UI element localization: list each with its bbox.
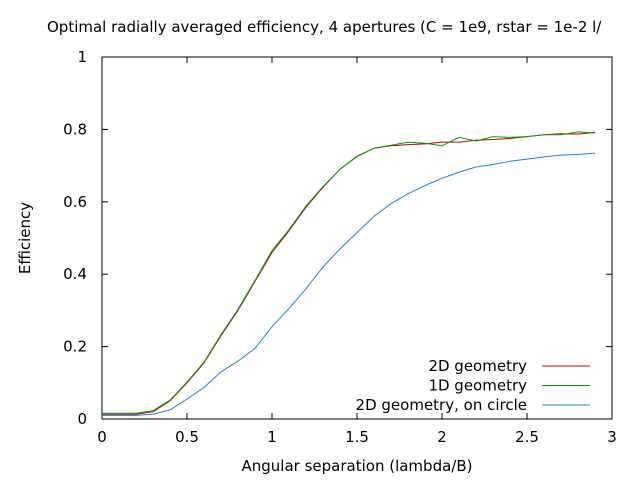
x-tick-label: 2.5: [515, 428, 539, 446]
x-tick-label: 0.5: [175, 428, 199, 446]
y-tick-label: 0.6: [63, 193, 87, 211]
x-axis-label: Angular separation (lambda/B): [242, 457, 473, 475]
legend-label: 2D geometry, on circle: [356, 396, 527, 414]
chart-title: Optimal radially averaged efficiency, 4 …: [47, 18, 602, 36]
y-tick-label: 0.8: [63, 120, 87, 138]
series-line-3: [102, 152, 596, 416]
legend-label: 2D geometry: [428, 357, 527, 375]
y-tick-label: 0.2: [63, 338, 87, 356]
y-tick-label: 0: [77, 410, 87, 428]
x-tick-label: 3: [607, 428, 617, 446]
y-tick-label: 0.4: [63, 265, 87, 283]
y-tick-label: 1: [77, 48, 87, 66]
y-axis-label: Efficiency: [16, 202, 34, 274]
series-line-2: [102, 131, 596, 414]
plot-frame: [101, 56, 613, 420]
legend-label: 1D geometry: [428, 377, 527, 395]
x-tick-label: 2: [437, 428, 447, 446]
x-tick-label: 1.5: [345, 428, 369, 446]
x-tick-label: 0: [97, 428, 107, 446]
x-tick-label: 1: [267, 428, 277, 446]
